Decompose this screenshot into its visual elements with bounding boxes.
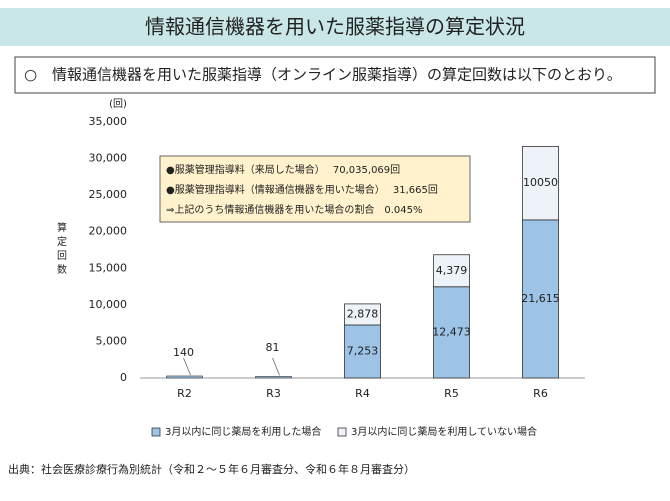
x-tick-label: R6 xyxy=(533,387,548,400)
leader-line xyxy=(183,357,191,376)
value-label: 2,878 xyxy=(347,307,379,320)
legend-swatch xyxy=(337,427,347,437)
summary-text: 情報通信機器を用いた服薬指導（オンライン服薬指導）の算定回数は以下のとおり。 xyxy=(52,66,622,84)
bar-segment xyxy=(433,286,470,379)
value-label: 7,253 xyxy=(347,344,379,357)
bar-segment xyxy=(522,219,559,379)
legend-label: 3月以内に同じ薬局を利用した場合 xyxy=(165,425,321,438)
y-tick-label: 30,000 xyxy=(89,152,128,165)
bar-segment xyxy=(522,145,559,221)
note-box xyxy=(159,155,471,223)
legend-swatch xyxy=(151,427,161,437)
note-line: ●服薬管理指導料（情報通信機器を用いた場合） 31,665回 xyxy=(166,183,438,196)
y-tick-label: 35,000 xyxy=(89,115,128,128)
y-tick-label: 25,000 xyxy=(89,188,128,201)
y-tick-label: 10,000 xyxy=(89,298,128,311)
y-axis-title: 算定回数 xyxy=(55,221,67,278)
note-line: ●服薬管理指導料（来局した場合） 70,035,069回 xyxy=(166,163,400,176)
x-tick-label: R3 xyxy=(266,387,281,400)
leader-line xyxy=(272,357,280,376)
bar xyxy=(166,375,203,379)
value-label: 21,615 xyxy=(521,292,560,305)
bar-segment xyxy=(344,303,381,326)
y-tick-label: 20,000 xyxy=(89,225,128,238)
bar xyxy=(255,376,292,379)
legend-label: 3月以内に同じ薬局を利用していない場合 xyxy=(351,425,537,438)
x-tick-label: R2 xyxy=(177,387,192,400)
value-label: 12,473 xyxy=(432,325,471,338)
y-tick-label: 15,000 xyxy=(89,261,128,274)
note-line: ⇒上記のうち情報通信機器を用いた場合の割合 0.045% xyxy=(166,203,423,216)
source: 出典：社会医療診療行為別統計（令和２～５年６月審査分、令和６年８月審査分） xyxy=(8,462,415,476)
summary-box xyxy=(14,56,656,94)
summary-bullet: ○ xyxy=(24,66,37,84)
value-label: 10050 xyxy=(523,176,558,189)
y-unit: (回) xyxy=(109,98,127,110)
y-tick-label: 5,000 xyxy=(96,334,128,347)
value-label: 4,379 xyxy=(436,264,468,277)
value-label: 140 xyxy=(173,346,194,359)
x-tick-label: R5 xyxy=(444,387,459,400)
slide-title: 情報通信機器を用いた服薬指導の算定状況 xyxy=(145,15,525,39)
bar-segment xyxy=(344,324,381,379)
bar-segment xyxy=(433,254,470,288)
y-tick-label: 0 xyxy=(120,371,127,384)
title-band xyxy=(0,8,670,46)
x-tick-label: R4 xyxy=(355,387,370,400)
value-label: 81 xyxy=(266,341,280,354)
